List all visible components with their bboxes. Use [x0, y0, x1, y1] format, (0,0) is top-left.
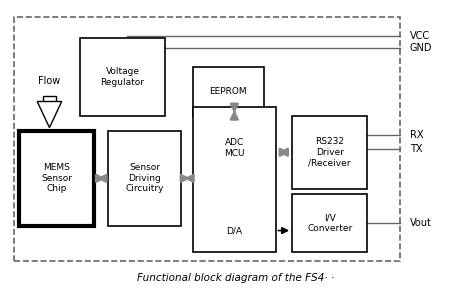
FancyBboxPatch shape: [292, 194, 367, 252]
Text: Flow: Flow: [38, 76, 61, 86]
FancyBboxPatch shape: [80, 38, 165, 116]
FancyBboxPatch shape: [292, 116, 367, 188]
Polygon shape: [37, 102, 62, 128]
FancyBboxPatch shape: [193, 67, 264, 116]
Text: VCC: VCC: [410, 31, 430, 41]
Text: Functional block diagram of the FS4· ·: Functional block diagram of the FS4· ·: [137, 273, 334, 283]
FancyBboxPatch shape: [193, 107, 276, 252]
Text: GND: GND: [410, 43, 432, 53]
Text: ADC
MCU: ADC MCU: [224, 138, 244, 157]
Text: RS232
Driver
/Receiver: RS232 Driver /Receiver: [309, 137, 351, 167]
Text: Vout: Vout: [410, 218, 431, 228]
Text: D/A: D/A: [227, 226, 242, 235]
FancyBboxPatch shape: [108, 130, 181, 226]
FancyBboxPatch shape: [14, 17, 400, 261]
FancyBboxPatch shape: [43, 96, 56, 101]
Text: Sensor
Driving
Circuitry: Sensor Driving Circuitry: [126, 164, 164, 193]
Text: TX: TX: [410, 144, 422, 154]
Text: RX: RX: [410, 130, 423, 140]
FancyBboxPatch shape: [19, 130, 94, 226]
Text: MEMS
Sensor
Chip: MEMS Sensor Chip: [41, 164, 72, 193]
Text: Voltage
Regulator: Voltage Regulator: [100, 67, 145, 86]
Text: EEPROM: EEPROM: [210, 87, 247, 96]
Text: I/V
Converter: I/V Converter: [307, 214, 352, 233]
